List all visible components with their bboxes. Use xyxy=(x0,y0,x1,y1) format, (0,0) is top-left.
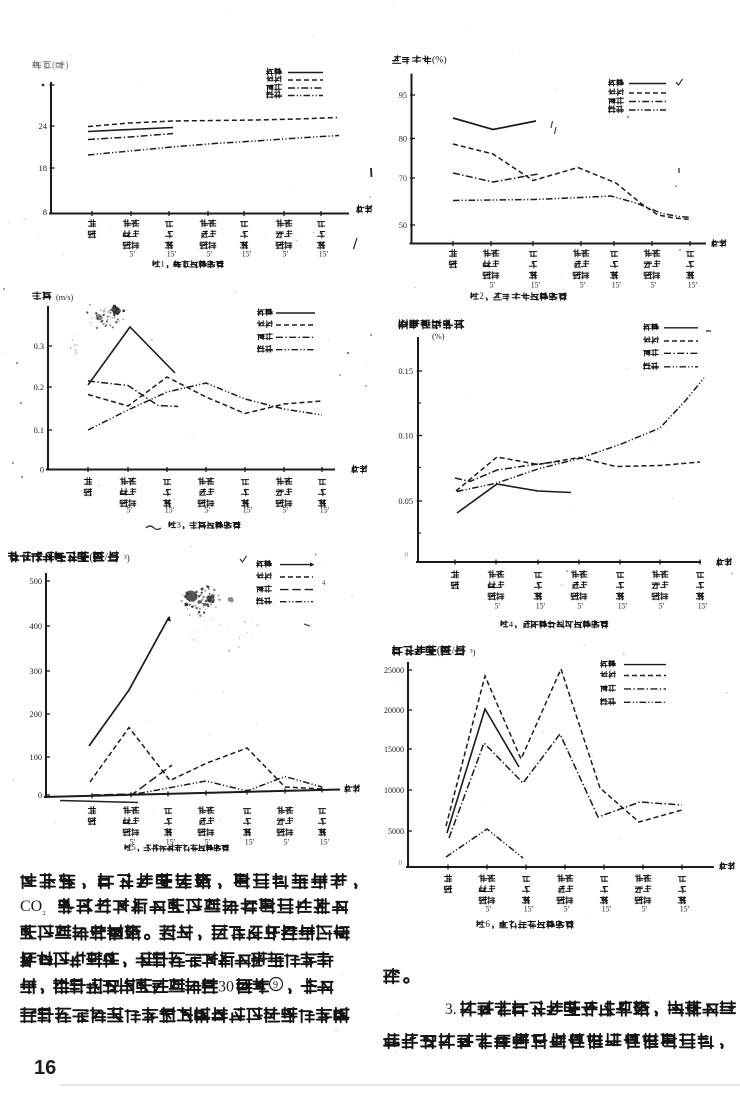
svg-text:0.2: 0.2 xyxy=(34,383,44,392)
svg-text:15': 15' xyxy=(243,506,253,515)
svg-text:5': 5' xyxy=(495,602,501,611)
svg-text:400: 400 xyxy=(30,622,42,631)
svg-text:5': 5' xyxy=(283,250,289,259)
svg-text:³): ³) xyxy=(124,553,130,563)
svg-text:15000: 15000 xyxy=(384,745,404,754)
svg-text:5': 5' xyxy=(130,838,136,847)
svg-text:15': 15' xyxy=(536,602,546,611)
svg-text:5': 5' xyxy=(580,281,586,290)
svg-text:95: 95 xyxy=(399,91,407,100)
svg-text:(%): (%) xyxy=(432,332,445,341)
svg-text:5': 5' xyxy=(127,506,133,515)
svg-text:15': 15' xyxy=(320,506,330,515)
svg-text:8: 8 xyxy=(43,207,47,217)
svg-text:15': 15' xyxy=(688,281,698,290)
svg-text:15': 15' xyxy=(680,905,690,914)
svg-text:5: 5 xyxy=(132,843,136,852)
svg-text:³): ³) xyxy=(470,647,476,657)
svg-text:(: ( xyxy=(52,60,55,71)
svg-text:5': 5' xyxy=(207,250,213,259)
svg-text:(%): (%) xyxy=(432,55,447,66)
svg-text:5': 5' xyxy=(130,250,136,259)
svg-text:0.3: 0.3 xyxy=(34,342,44,351)
svg-text:₂: ₂ xyxy=(42,904,46,916)
svg-text:5': 5' xyxy=(283,506,289,515)
svg-text:5': 5' xyxy=(659,602,665,611)
svg-text:16: 16 xyxy=(34,1057,56,1079)
svg-text:1: 1 xyxy=(161,259,165,269)
svg-text:15': 15' xyxy=(165,506,175,515)
svg-text:70: 70 xyxy=(399,174,407,183)
svg-text:': ' xyxy=(315,552,317,562)
svg-text:0.05: 0.05 xyxy=(398,497,413,506)
svg-text:15': 15' xyxy=(531,281,541,290)
svg-text:/: / xyxy=(452,645,456,657)
svg-text:(m/s): (m/s) xyxy=(56,293,74,302)
svg-text:(: ( xyxy=(437,645,441,657)
svg-text:5': 5' xyxy=(642,905,648,914)
svg-text:4: 4 xyxy=(322,579,326,587)
svg-text:0.10: 0.10 xyxy=(398,432,413,441)
svg-text:0.15: 0.15 xyxy=(398,367,413,376)
svg-text:20000: 20000 xyxy=(384,706,404,715)
svg-text:10000: 10000 xyxy=(384,786,404,795)
svg-text:2: 2 xyxy=(479,291,484,301)
svg-text:15': 15' xyxy=(602,905,612,914)
svg-text:300: 300 xyxy=(30,667,42,676)
svg-text:15': 15' xyxy=(319,250,329,259)
svg-text:15': 15' xyxy=(167,250,177,259)
svg-text:18: 18 xyxy=(39,163,48,173)
svg-text:5': 5' xyxy=(205,838,211,847)
svg-text:200: 200 xyxy=(30,710,42,719)
svg-text:25000: 25000 xyxy=(384,666,404,675)
svg-text:0: 0 xyxy=(38,791,42,800)
svg-text:(: ( xyxy=(89,549,93,563)
svg-text:100: 100 xyxy=(30,753,42,762)
svg-text:5': 5' xyxy=(578,602,584,611)
svg-text:15': 15' xyxy=(698,602,708,611)
svg-text:0: 0 xyxy=(399,859,403,867)
svg-text:0.1: 0.1 xyxy=(34,426,44,435)
svg-text:15': 15' xyxy=(166,838,176,847)
svg-text:15': 15' xyxy=(245,838,255,847)
svg-text:9: 9 xyxy=(273,980,278,991)
svg-text:15': 15' xyxy=(242,250,252,259)
svg-text:0: 0 xyxy=(405,551,409,559)
svg-text:4: 4 xyxy=(509,619,514,629)
svg-text:5': 5' xyxy=(205,506,211,515)
svg-text:80: 80 xyxy=(399,135,407,144)
svg-text:5': 5' xyxy=(490,281,496,290)
svg-text:/: / xyxy=(105,549,109,563)
svg-text:15': 15' xyxy=(618,602,628,611)
svg-text:24: 24 xyxy=(39,121,48,131)
svg-text:30: 30 xyxy=(218,979,234,996)
svg-text:500: 500 xyxy=(30,577,42,586)
svg-text:3.: 3. xyxy=(445,1001,457,1018)
svg-text:6: 6 xyxy=(485,919,490,929)
svg-text:): ) xyxy=(65,60,68,71)
svg-text:15': 15' xyxy=(320,838,330,847)
svg-text:15': 15' xyxy=(612,281,622,290)
svg-text:50: 50 xyxy=(399,221,407,230)
svg-text:5': 5' xyxy=(651,281,657,290)
svg-text:0: 0 xyxy=(40,466,44,475)
svg-text:15': 15' xyxy=(524,905,534,914)
svg-text:5': 5' xyxy=(284,838,290,847)
svg-text:5': 5' xyxy=(564,905,570,914)
svg-text:5000: 5000 xyxy=(388,827,404,836)
svg-text:5': 5' xyxy=(486,905,492,914)
svg-text:3: 3 xyxy=(177,520,181,530)
svg-text:CO: CO xyxy=(20,898,42,915)
